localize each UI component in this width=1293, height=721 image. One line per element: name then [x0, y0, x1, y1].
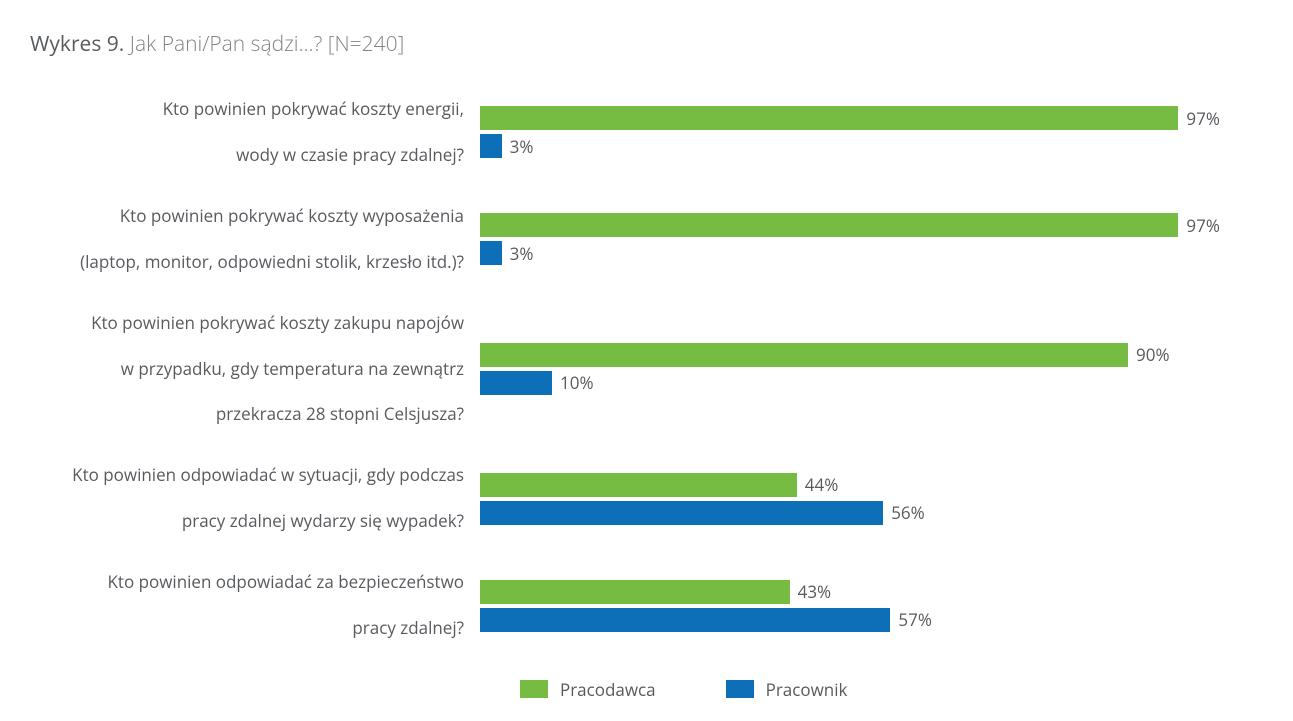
bar-value-label: 57% [898, 608, 932, 631]
bar-fill [480, 213, 1178, 237]
question-row: Kto powinien odpowiadać za bezpieczeństw… [30, 571, 1263, 640]
bar-value-label: 43% [798, 580, 832, 603]
bar-employee: 56% [480, 501, 1263, 525]
legend-swatch [520, 680, 548, 698]
chart-title-prefix: Wykres 9. [30, 30, 124, 58]
bar-value-label: 90% [1136, 343, 1170, 366]
legend-swatch [726, 680, 754, 698]
bar-employer: 97% [480, 213, 1263, 237]
bars-column: 97% 3% [480, 205, 1263, 274]
chart-title: Wykres 9. Jak Pani/Pan sądzi...? [N=240] [30, 30, 1263, 58]
question-label-line: pracy zdalnej wydarzy się wypadek? [30, 510, 464, 533]
question-label: Kto powinien pokrywać koszty zakupu napo… [30, 312, 480, 427]
legend-item-employee: Pracownik [726, 678, 848, 701]
bar-employer: 44% [480, 473, 1263, 497]
question-label: Kto powinien odpowiadać za bezpieczeństw… [30, 571, 480, 640]
bar-fill [480, 343, 1128, 367]
question-label-line: Kto powinien odpowiadać w sytuacji, gdy … [30, 464, 464, 487]
question-label-line: Kto powinien pokrywać koszty wyposażenia [30, 205, 464, 228]
bars-column: 90% 10% [480, 312, 1263, 427]
bar-fill [480, 371, 552, 395]
question-label-line: przekracza 28 stopni Celsjusza? [30, 403, 464, 426]
bar-employer: 43% [480, 580, 1263, 604]
bars-column: 43% 57% [480, 571, 1263, 640]
question-row: Kto powinien odpowiadać w sytuacji, gdy … [30, 464, 1263, 533]
question-label-line: Kto powinien odpowiadać za bezpieczeństw… [30, 571, 464, 594]
bar-value-label: 97% [1186, 107, 1220, 130]
bar-fill [480, 134, 502, 158]
question-label-line: (laptop, monitor, odpowiedni stolik, krz… [30, 251, 464, 274]
question-label-line: wody w czasie pracy zdalnej? [30, 144, 464, 167]
bar-fill [480, 473, 797, 497]
question-label: Kto powinien odpowiadać w sytuacji, gdy … [30, 464, 480, 533]
bar-value-label: 10% [560, 371, 594, 394]
grouped-bar-chart: Kto powinien pokrywać koszty energii, wod… [30, 98, 1263, 640]
bar-fill [480, 106, 1178, 130]
bar-value-label: 56% [891, 501, 925, 524]
bar-fill [480, 501, 883, 525]
legend-label: Pracodawca [560, 678, 656, 701]
bar-employer: 97% [480, 106, 1263, 130]
bar-fill [480, 608, 890, 632]
bar-employee: 3% [480, 241, 1263, 265]
bar-employee: 10% [480, 371, 1263, 395]
question-label: Kto powinien pokrywać koszty energii, wod… [30, 98, 480, 167]
question-label-line: w przypadku, gdy temperatura na zewnątrz [30, 358, 464, 381]
legend-label: Pracownik [766, 678, 848, 701]
question-row: Kto powinien pokrywać koszty energii, wod… [30, 98, 1263, 167]
bars-column: 97% 3% [480, 98, 1263, 167]
question-label-line: Kto powinien pokrywać koszty zakupu napo… [30, 312, 464, 335]
bar-employee: 3% [480, 134, 1263, 158]
question-label: Kto powinien pokrywać koszty wyposażenia… [30, 205, 480, 274]
chart-title-main: Jak Pani/Pan sądzi...? [N=240] [124, 30, 404, 58]
bar-value-label: 3% [510, 242, 534, 265]
bar-fill [480, 580, 790, 604]
bar-employee: 57% [480, 608, 1263, 632]
question-label-line: pracy zdalnej? [30, 617, 464, 640]
bar-value-label: 44% [805, 473, 839, 496]
bar-employer: 90% [480, 343, 1263, 367]
question-row: Kto powinien pokrywać koszty zakupu napo… [30, 312, 1263, 427]
chart-legend: Pracodawca Pracownik [30, 678, 1263, 701]
bar-value-label: 3% [510, 135, 534, 158]
question-row: Kto powinien pokrywać koszty wyposażenia… [30, 205, 1263, 274]
legend-item-employer: Pracodawca [520, 678, 656, 701]
bar-value-label: 97% [1186, 214, 1220, 237]
question-label-line: Kto powinien pokrywać koszty energii, [30, 98, 464, 121]
bars-column: 44% 56% [480, 464, 1263, 533]
bar-fill [480, 241, 502, 265]
